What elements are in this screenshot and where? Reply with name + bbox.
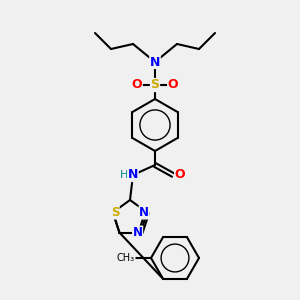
Text: O: O: [132, 79, 142, 92]
Text: N: N: [139, 206, 149, 219]
Text: O: O: [168, 79, 178, 92]
Text: S: S: [111, 206, 119, 219]
Text: N: N: [133, 226, 142, 239]
Text: H: H: [120, 170, 128, 180]
Text: O: O: [175, 169, 185, 182]
Text: N: N: [150, 56, 160, 68]
Text: CH₃: CH₃: [117, 253, 135, 263]
Text: N: N: [128, 169, 138, 182]
Text: S: S: [151, 79, 160, 92]
